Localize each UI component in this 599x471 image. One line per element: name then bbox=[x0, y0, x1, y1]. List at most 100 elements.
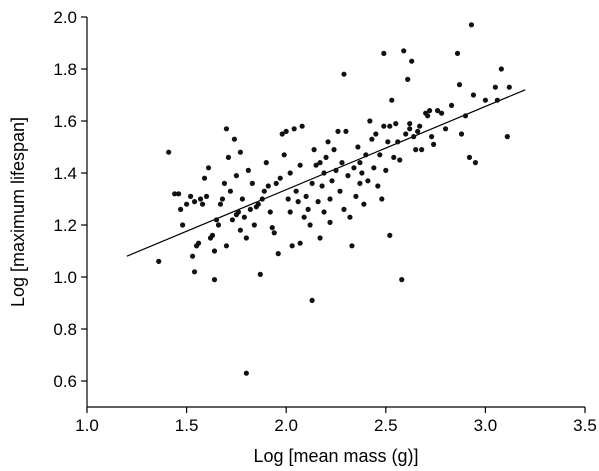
data-point bbox=[369, 136, 375, 142]
data-point bbox=[205, 165, 212, 171]
data-point bbox=[492, 84, 498, 90]
data-point bbox=[191, 199, 198, 205]
data-point bbox=[427, 108, 433, 114]
y-tick-label: 0.6 bbox=[53, 372, 77, 391]
data-point bbox=[239, 196, 245, 202]
data-point bbox=[217, 201, 224, 207]
data-point bbox=[283, 128, 289, 134]
data-point bbox=[335, 128, 341, 134]
data-point bbox=[391, 154, 397, 160]
data-point bbox=[291, 126, 297, 132]
data-point bbox=[243, 235, 249, 241]
data-point bbox=[419, 147, 425, 153]
data-point bbox=[345, 173, 351, 179]
data-point bbox=[261, 188, 267, 194]
data-point bbox=[337, 188, 343, 194]
data-point bbox=[257, 271, 263, 277]
data-point bbox=[373, 131, 379, 137]
data-point bbox=[319, 183, 325, 189]
data-point bbox=[349, 243, 355, 249]
data-point bbox=[263, 160, 269, 166]
data-point bbox=[367, 118, 373, 124]
data-point bbox=[458, 131, 465, 137]
data-point bbox=[438, 110, 445, 116]
data-point bbox=[448, 102, 455, 108]
data-point bbox=[303, 193, 309, 199]
data-point bbox=[357, 180, 363, 186]
data-point bbox=[211, 277, 218, 283]
data-point bbox=[339, 160, 345, 166]
data-point bbox=[166, 149, 172, 155]
data-point bbox=[431, 141, 437, 147]
data-point bbox=[245, 167, 251, 173]
data-point bbox=[379, 196, 385, 202]
data-point bbox=[275, 251, 281, 257]
data-point bbox=[279, 131, 285, 137]
data-point bbox=[317, 235, 323, 241]
data-point bbox=[351, 165, 357, 171]
data-point bbox=[383, 167, 389, 173]
data-point bbox=[321, 209, 327, 215]
data-point bbox=[251, 222, 257, 228]
data-point bbox=[301, 214, 307, 220]
data-point bbox=[277, 175, 283, 181]
data-point bbox=[393, 121, 399, 127]
data-point bbox=[472, 160, 479, 166]
y-tick-label: 1.2 bbox=[53, 216, 77, 235]
data-point bbox=[506, 84, 512, 90]
data-point bbox=[327, 219, 333, 225]
data-point bbox=[255, 201, 261, 207]
data-point bbox=[363, 152, 369, 158]
data-point bbox=[325, 139, 331, 145]
data-point bbox=[219, 196, 226, 202]
data-point bbox=[454, 50, 461, 57]
data-point bbox=[403, 131, 409, 137]
y-tick-label: 1.8 bbox=[53, 60, 77, 79]
y-tick-label: 1.6 bbox=[53, 112, 77, 131]
data-point bbox=[307, 222, 313, 228]
data-points bbox=[156, 22, 512, 376]
data-point bbox=[178, 206, 184, 212]
data-point bbox=[213, 217, 220, 223]
data-point bbox=[243, 370, 249, 376]
data-point bbox=[397, 157, 403, 163]
data-point bbox=[341, 71, 347, 77]
data-point bbox=[227, 188, 234, 194]
tick-labels: 1.0 1.5 2.0 2.5 3.0 3.5 0.6 0.8 1.0 1.2 1.4 1.6 1.8 2… bbox=[53, 8, 596, 435]
data-point bbox=[498, 66, 504, 72]
data-point bbox=[187, 193, 194, 199]
data-point bbox=[504, 134, 510, 140]
y-tick-label: 1.0 bbox=[53, 268, 77, 287]
data-point bbox=[271, 230, 277, 236]
data-point bbox=[156, 258, 162, 264]
data-point bbox=[299, 123, 305, 129]
data-point bbox=[381, 50, 387, 57]
data-point bbox=[425, 113, 431, 119]
data-point bbox=[309, 180, 315, 186]
data-point bbox=[387, 232, 393, 238]
data-point bbox=[191, 269, 198, 275]
data-point bbox=[293, 188, 299, 194]
data-point bbox=[389, 97, 395, 103]
data-point bbox=[468, 22, 475, 28]
data-point bbox=[287, 170, 293, 176]
data-point bbox=[211, 248, 218, 254]
data-point bbox=[197, 196, 204, 202]
x-tick-label: 1.0 bbox=[75, 416, 99, 435]
data-point bbox=[401, 48, 407, 54]
data-point bbox=[223, 243, 230, 249]
data-point bbox=[269, 225, 275, 231]
data-point bbox=[233, 173, 239, 179]
data-point bbox=[385, 139, 391, 145]
data-point bbox=[417, 123, 423, 129]
data-point bbox=[235, 209, 241, 215]
data-point bbox=[176, 191, 182, 197]
data-point bbox=[295, 199, 301, 205]
data-point bbox=[415, 128, 421, 134]
data-point bbox=[289, 243, 295, 249]
data-point bbox=[321, 170, 327, 176]
axes bbox=[81, 16, 586, 413]
data-point bbox=[329, 178, 335, 184]
data-point bbox=[184, 201, 190, 207]
